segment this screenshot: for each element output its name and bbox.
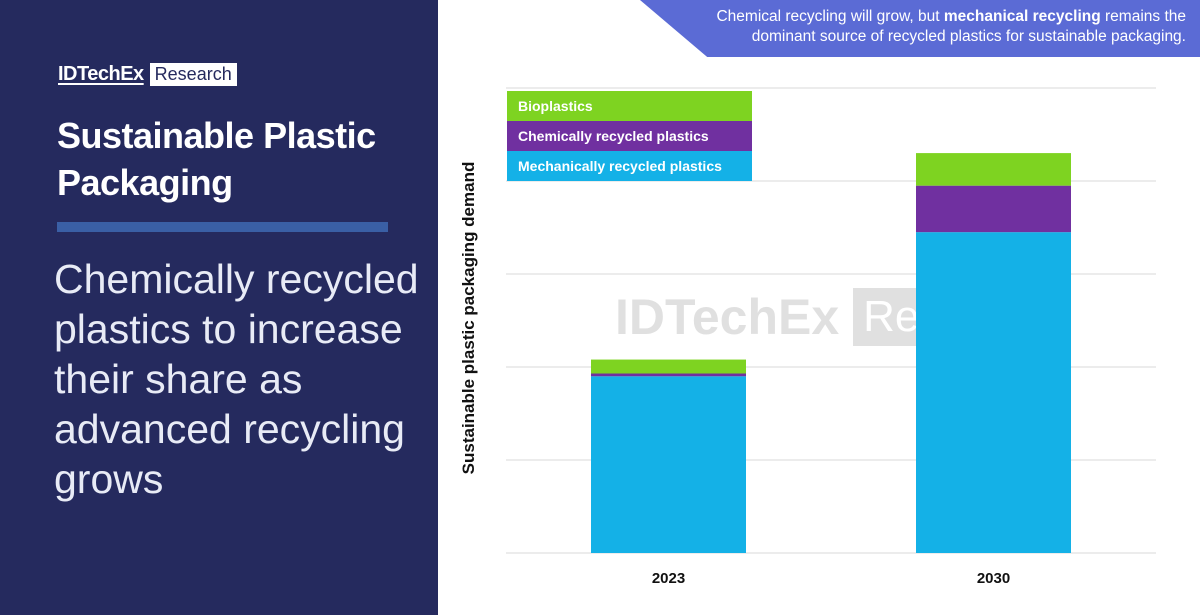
legend-swatch (507, 121, 752, 151)
title-divider (57, 222, 388, 232)
brand-logo: IDTechEx Research (58, 63, 237, 86)
x-tick-label: 2023 (652, 570, 685, 587)
bar-2030-chemically-recycled-plastics (916, 185, 1071, 233)
legend-label: Chemically recycled plastics (518, 128, 709, 144)
watermark-name: IDTechEx (615, 289, 840, 345)
brand-name: IDTechEx (58, 63, 144, 85)
bar-2030-bioplastics (916, 153, 1071, 186)
bar-2023-chemically-recycled-plastics (591, 373, 746, 377)
y-axis-label: Sustainable plastic packaging demand (459, 162, 478, 475)
banner-text-bold: mechanical recycling (943, 8, 1101, 25)
page-title: Sustainable Plastic Packaging (57, 115, 376, 203)
chart-bars (591, 153, 1071, 553)
legend-label: Mechanically recycled plastics (518, 158, 722, 174)
chart-x-ticks: 2023 2030 (652, 570, 1010, 587)
left-panel: IDTechEx Research Sustainable Plastic Pa… (0, 0, 438, 615)
legend-label: Bioplastics (518, 98, 593, 114)
x-tick-label: 2030 (977, 570, 1010, 587)
headline-banner (640, 0, 1200, 57)
banner-text-before: Chemical recycling will grow, but (716, 8, 944, 25)
bar-2023-bioplastics (591, 359, 746, 374)
bar-2030-mechanically-recycled-plastics (916, 232, 1071, 553)
banner-text-after: remains the dominant source of recycled … (751, 8, 1186, 45)
subtitle: Chemically recycled plastics to increase… (54, 256, 419, 502)
legend-swatch (507, 91, 752, 121)
brand-tag: Research (149, 63, 237, 86)
chart-legend: Bioplastics Chemically recycled plastics M… (507, 91, 752, 181)
legend-swatch (507, 151, 752, 181)
headline-banner-text: Chemical recycling will grow, but mechan… (666, 7, 1186, 47)
bar-2023-mechanically-recycled-plastics (591, 376, 746, 553)
